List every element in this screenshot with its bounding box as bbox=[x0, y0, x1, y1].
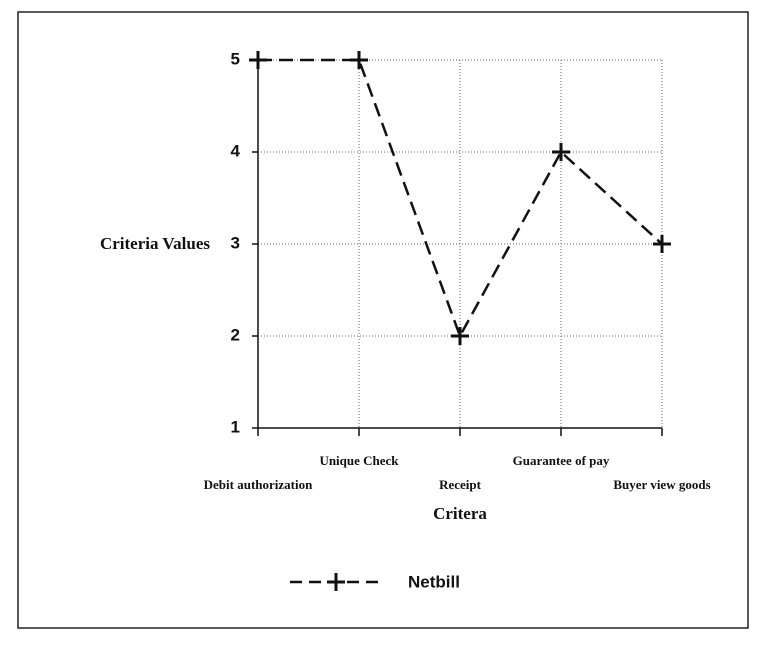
data-point bbox=[552, 143, 570, 161]
series-line bbox=[258, 58, 663, 340]
data-point bbox=[249, 51, 267, 69]
y-tick-label: 3 bbox=[231, 233, 240, 252]
data-point bbox=[653, 235, 671, 253]
y-tick-label: 2 bbox=[231, 325, 240, 344]
legend: Netbill bbox=[290, 572, 460, 591]
data-point bbox=[350, 51, 368, 69]
y-tick-label: 5 bbox=[231, 49, 240, 68]
legend-label: Netbill bbox=[408, 572, 460, 591]
data-point bbox=[451, 327, 469, 345]
y-axis-title: Criteria Values bbox=[100, 234, 210, 253]
x-tick-label: Buyer view goods bbox=[613, 477, 710, 492]
chart-frame bbox=[17, 11, 749, 629]
x-tick-label: Guarantee of pay bbox=[513, 453, 610, 468]
y-tick-label: 1 bbox=[231, 417, 240, 436]
x-axis-title: Critera bbox=[433, 504, 487, 523]
legend-marker bbox=[327, 573, 345, 591]
x-tick-label: Debit authorization bbox=[204, 477, 313, 492]
x-tick-label: Receipt bbox=[439, 477, 482, 492]
y-tick-label: 4 bbox=[231, 141, 241, 160]
x-tick-label: Unique Check bbox=[319, 453, 399, 468]
